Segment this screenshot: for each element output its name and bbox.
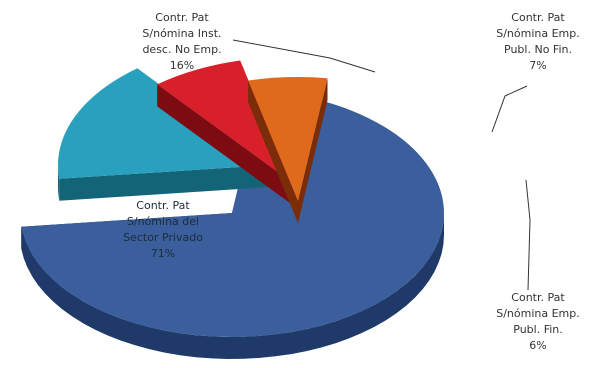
label-value: 7% [529, 59, 547, 72]
label-line: Publ. Fin. [513, 323, 563, 336]
label-value: 16% [169, 59, 195, 72]
label-publ-fin: Contr. Pat S/nómina Emp. Publ. Fin. 6% [482, 290, 593, 354]
label-value: 6% [529, 339, 547, 352]
label-line: Publ. No Fin. [504, 43, 572, 56]
label-value: 71% [150, 247, 176, 260]
label-publ-no-fin: Contr. Pat S/nómina Emp. Publ. No Fin. 7… [482, 10, 593, 74]
leader-line-publ-no-fin [491, 85, 528, 133]
leader-line-instituciones [232, 39, 376, 73]
slice-cut-face [248, 80, 298, 223]
label-line: Sector Privado [123, 231, 203, 244]
label-line: Contr. Pat [511, 11, 565, 24]
slice-side [21, 213, 445, 359]
pie-slices [21, 60, 445, 359]
slice-top [157, 60, 290, 181]
label-line: S/nómina Inst. [142, 27, 222, 40]
slice-cut-face [157, 84, 290, 203]
label-line: S/nómina Emp. [496, 27, 580, 40]
leader-line-publ-fin [525, 179, 531, 291]
label-sector-privado: Contr. Pat S/nómina del Sector Privado 7… [108, 198, 218, 262]
slice-cut-face [298, 78, 328, 223]
label-line: desc. No Emp. [142, 43, 222, 56]
slice-cut-face [59, 165, 270, 201]
leader-lines [232, 39, 531, 291]
slice-top [57, 68, 270, 179]
label-line: S/nómina Emp. [496, 307, 580, 320]
pie-slice-publ-fin [248, 77, 328, 223]
slice-side [58, 165, 60, 201]
label-line: Contr. Pat [136, 199, 190, 212]
slice-top [21, 90, 444, 337]
label-line: Contr. Pat [511, 291, 565, 304]
label-instituciones: Contr. Pat S/nómina Inst. desc. No Emp. … [122, 10, 242, 74]
label-line: Contr. Pat [155, 11, 209, 24]
label-line: S/nómina del [126, 215, 200, 228]
slice-top [248, 77, 328, 201]
